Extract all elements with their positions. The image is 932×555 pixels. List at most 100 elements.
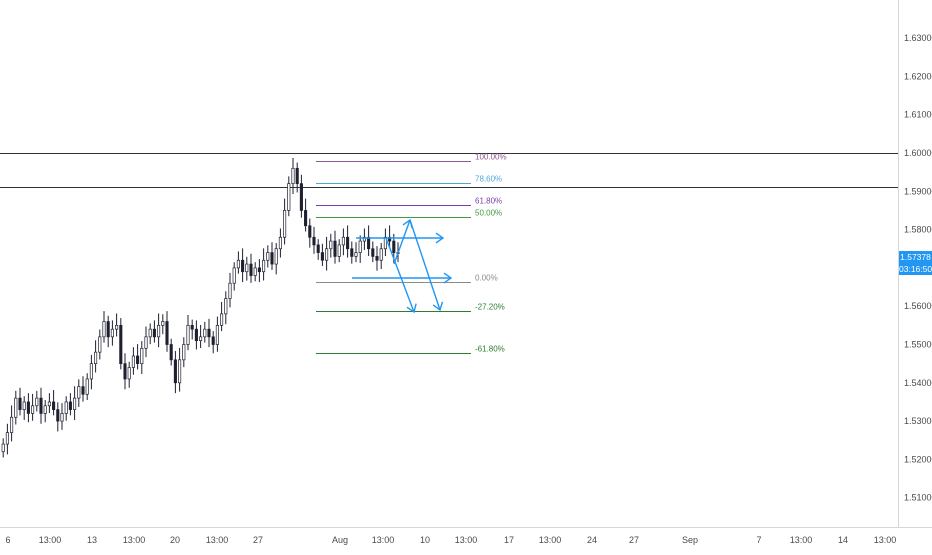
candle-58 — [245, 256, 249, 281]
candle-body-7 — [31, 405, 35, 414]
fibonacci-retracement: 100.00% 78.60% 61.80% 50.00% 0.00% -27.20% -61… — [316, 153, 507, 354]
y-tick-label-4: 1.59000 — [904, 186, 932, 196]
candle-body-93 — [392, 240, 396, 253]
candle-body-71 — [299, 183, 303, 211]
candle-70 — [295, 162, 299, 193]
candle-18 — [77, 379, 81, 407]
candle-33 — [140, 341, 144, 374]
x-tick-label-10: 13:00 — [455, 535, 478, 545]
candle-body-17 — [73, 397, 77, 410]
candle-71 — [299, 174, 303, 218]
candle-body-44 — [186, 325, 190, 345]
x-tick-label-16: 7 — [756, 535, 761, 545]
candle-body-79 — [333, 240, 337, 257]
candle-81 — [341, 228, 345, 256]
candle-42 — [178, 347, 182, 392]
candle-14 — [60, 403, 64, 430]
candle-body-30 — [127, 367, 131, 380]
candle-78 — [329, 233, 333, 258]
candle-body-45 — [190, 325, 194, 330]
candle-23 — [98, 329, 102, 360]
candle-76 — [320, 243, 324, 266]
candle-15 — [64, 396, 68, 421]
candle-17 — [73, 386, 77, 420]
candle-body-70 — [295, 167, 299, 184]
candle-84 — [354, 242, 358, 263]
candle-55 — [232, 262, 236, 291]
candle-68 — [287, 176, 291, 217]
candle-body-0 — [1, 443, 5, 453]
candle-83 — [350, 241, 354, 264]
candle-51 — [215, 316, 219, 352]
y-tick-label-0: 1.63000 — [904, 33, 932, 43]
candle-body-5 — [22, 401, 26, 410]
candle-body-8 — [35, 397, 39, 407]
candle-body-56 — [236, 259, 240, 269]
candle-5 — [22, 396, 26, 420]
candle-60 — [253, 262, 257, 282]
candle-body-49 — [207, 328, 211, 338]
projection-arrow-head-2[interactable] — [406, 303, 417, 314]
x-tick-label-8: 13:00 — [372, 535, 395, 545]
fib-level-label-5: -27.20% — [475, 303, 505, 312]
candle-1 — [5, 423, 9, 455]
candle-body-72 — [304, 210, 308, 227]
candle-body-39 — [165, 321, 169, 345]
x-tick-label-19: 13:00 — [874, 535, 897, 545]
fib-level-label-4: 0.00% — [475, 274, 498, 283]
candle-body-36 — [152, 328, 156, 338]
candle-body-47 — [199, 336, 203, 342]
candle-8 — [35, 390, 39, 412]
candle-12 — [52, 390, 56, 416]
candle-47 — [199, 324, 203, 348]
candle-body-89 — [375, 256, 379, 261]
candle-61 — [257, 259, 261, 283]
projection-arrow-head-1[interactable] — [443, 272, 453, 284]
candle-body-13 — [56, 409, 60, 422]
time-axis[interactable]: 6 13:00 13 13:00 20 13:00 27 Aug 13:00 10 13:00 17 1… — [5, 535, 896, 545]
projection-arrow-head-0[interactable] — [435, 232, 445, 244]
candle-body-87 — [367, 236, 371, 250]
candle-body-74 — [312, 236, 316, 246]
candle-body-37 — [157, 325, 161, 338]
candles — [1, 157, 400, 458]
candle-body-64 — [270, 252, 274, 265]
y-tick-label-11: 1.51000 — [904, 493, 932, 503]
candle-0 — [1, 438, 5, 458]
candle-body-35 — [148, 328, 152, 338]
candle-85 — [358, 235, 362, 263]
candle-body-75 — [316, 244, 320, 253]
candle-body-48 — [203, 328, 207, 338]
candle-body-50 — [211, 336, 215, 345]
candle-52 — [220, 301, 224, 332]
candle-body-1 — [5, 432, 9, 445]
candle-body-42 — [178, 359, 182, 384]
projection-arrow-2[interactable] — [385, 237, 415, 313]
x-tick-label-18: 14 — [838, 535, 848, 545]
candle-body-9 — [39, 397, 43, 414]
candle-37 — [157, 313, 161, 348]
candle-body-51 — [215, 325, 219, 345]
horizontal-levels — [0, 153, 898, 188]
projection-arrow-4[interactable] — [409, 219, 441, 311]
projection-arrow-head-4[interactable] — [432, 301, 444, 312]
candle-body-62 — [262, 259, 266, 273]
candle-body-88 — [371, 248, 375, 257]
projection-arrow-3[interactable] — [393, 219, 411, 265]
price-axis[interactable]: 1.63000 1.62000 1.61000 1.60000 1.59000 1.580… — [904, 33, 932, 503]
candle-27 — [115, 313, 119, 337]
candle-body-19 — [81, 386, 85, 395]
candle-66 — [278, 228, 282, 258]
candle-9 — [39, 387, 43, 424]
candle-3 — [14, 390, 18, 425]
candle-body-22 — [94, 351, 98, 365]
candle-39 — [165, 311, 169, 352]
candle-body-18 — [77, 386, 81, 399]
candle-2 — [10, 405, 14, 442]
candle-body-21 — [89, 363, 93, 380]
candle-body-4 — [18, 397, 22, 410]
candle-59 — [249, 253, 253, 283]
x-tick-label-14: 27 — [629, 535, 639, 545]
